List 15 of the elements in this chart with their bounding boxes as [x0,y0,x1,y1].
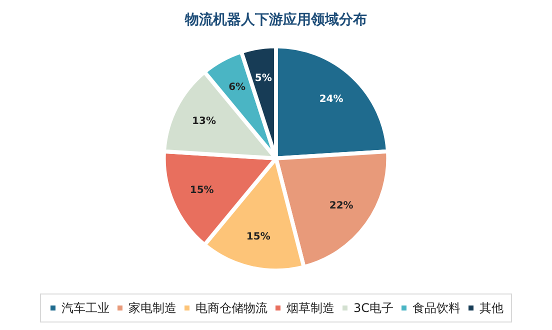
legend-label: 食品饮料 [412,301,461,315]
data-label: 24% [319,94,344,106]
legend-label: 家电制造 [128,301,176,315]
legend-label: 其他 [480,301,504,315]
data-label: 22% [329,200,354,212]
legend-label: 电商仓储物流 [195,301,268,315]
legend-label: 3C电子 [353,301,394,315]
data-label: 5% [254,73,272,84]
chart-title: 物流机器人下游应用领域分布 [184,11,367,28]
data-label: 15% [190,184,214,196]
legend-label: 汽车工业 [61,301,110,315]
data-label: 6% [228,82,246,94]
legend-label: 烟草制造 [286,301,334,315]
data-label: 15% [246,232,270,243]
data-label: 13% [192,116,216,128]
